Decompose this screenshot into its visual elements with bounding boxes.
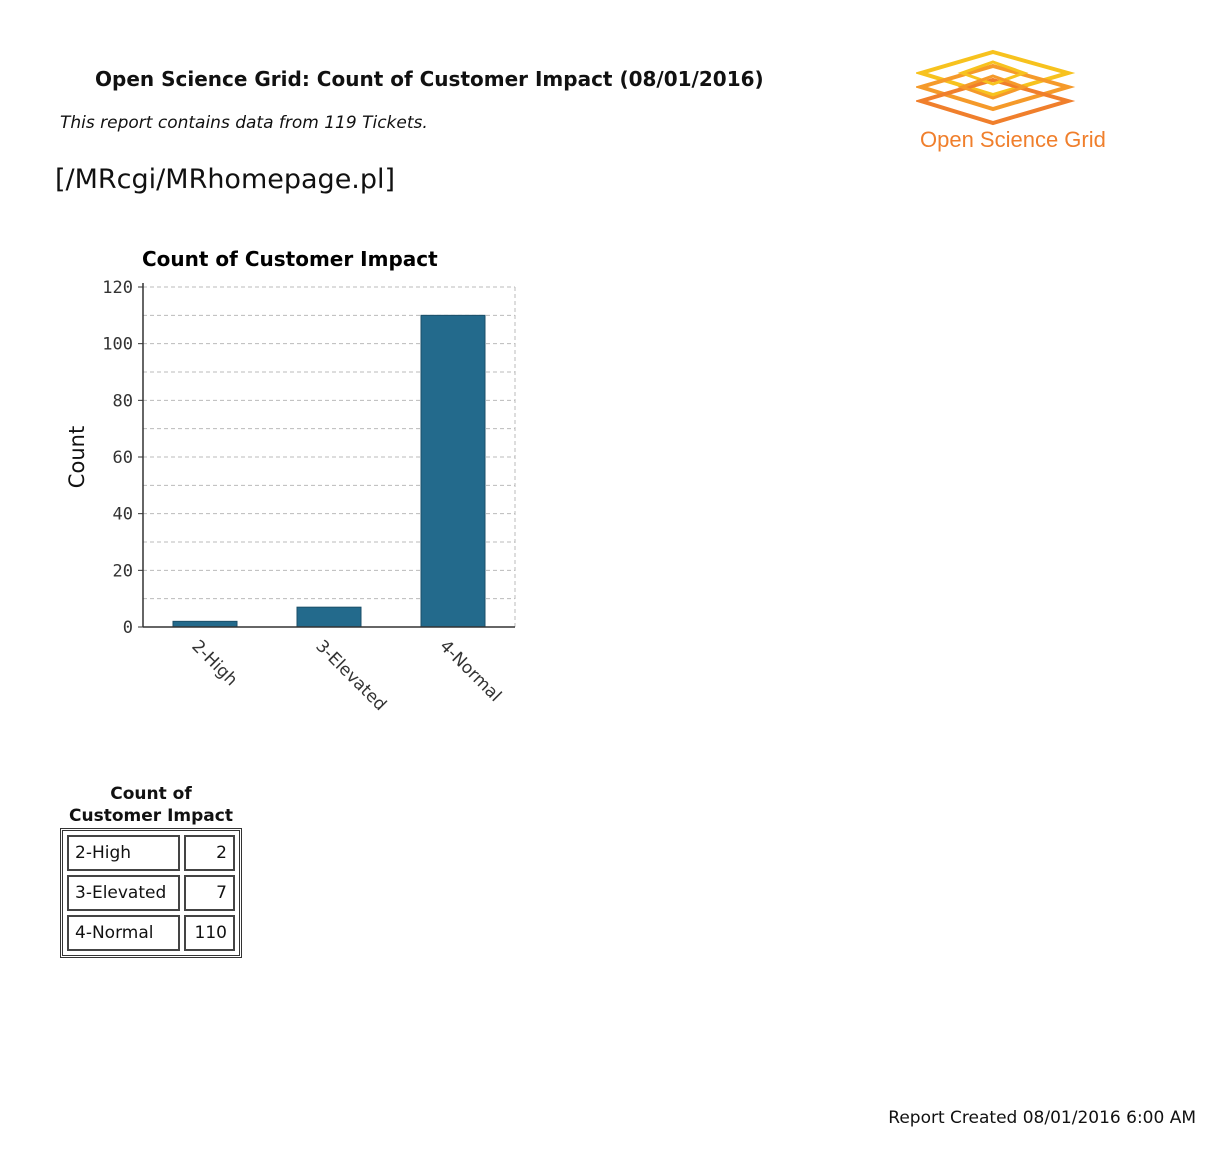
x-tick-label: 2-High xyxy=(187,636,241,690)
bar-4-Normal xyxy=(420,314,486,628)
row-value: 110 xyxy=(183,915,235,951)
x-tick-label: 3-Elevated xyxy=(311,636,390,715)
bar-2-High xyxy=(172,620,238,628)
table-caption-line1: Count of xyxy=(110,784,192,804)
y-tick-label: 20 xyxy=(113,561,133,581)
y-tick-label: 100 xyxy=(102,335,133,355)
bar-3-Elevated xyxy=(296,606,362,628)
table-caption: Count of Customer Impact xyxy=(60,783,242,827)
report-subtitle: This report contains data from 119 Ticke… xyxy=(60,113,428,133)
report-title: Open Science Grid: Count of Customer Imp… xyxy=(95,67,764,91)
row-label: 2-High xyxy=(67,835,180,871)
chart-title: Count of Customer Impact xyxy=(142,247,438,271)
table-row: 4-Normal 110 xyxy=(67,915,235,951)
y-tick-label: 120 xyxy=(102,278,133,298)
x-tick-label: 4-Normal xyxy=(435,636,505,706)
logo-text: Open Science Grid xyxy=(920,127,1106,152)
y-axis-label: Count xyxy=(65,426,89,488)
homepage-link[interactable]: [/MRcgi/MRhomepage.pl] xyxy=(55,164,396,195)
osg-logo-icon xyxy=(914,49,1076,126)
row-label: 4-Normal xyxy=(67,915,180,951)
table-row: 2-High 2 xyxy=(67,835,235,871)
bar-chart: Count of Customer Impact 2-High 3-Elevated… xyxy=(65,247,516,715)
report-created-timestamp: Report Created 08/01/2016 6:00 AM xyxy=(888,1108,1196,1128)
osg-logo: Open Science Grid xyxy=(914,40,1140,160)
table-row: 3-Elevated 7 xyxy=(67,875,235,911)
table-caption-line2: Customer Impact xyxy=(69,806,233,826)
count-table: 2-High 2 3-Elevated 7 4-Normal 110 xyxy=(60,828,242,958)
y-tick-label: 0 xyxy=(123,618,133,638)
row-value: 2 xyxy=(183,835,235,871)
row-value: 7 xyxy=(183,875,235,911)
row-label: 3-Elevated xyxy=(67,875,180,911)
y-tick-label: 40 xyxy=(113,505,133,525)
y-tick-label: 80 xyxy=(113,391,133,411)
count-table-section: Count of Customer Impact 2-High 2 3-Elev… xyxy=(60,783,242,958)
y-tick-label: 60 xyxy=(113,448,133,468)
